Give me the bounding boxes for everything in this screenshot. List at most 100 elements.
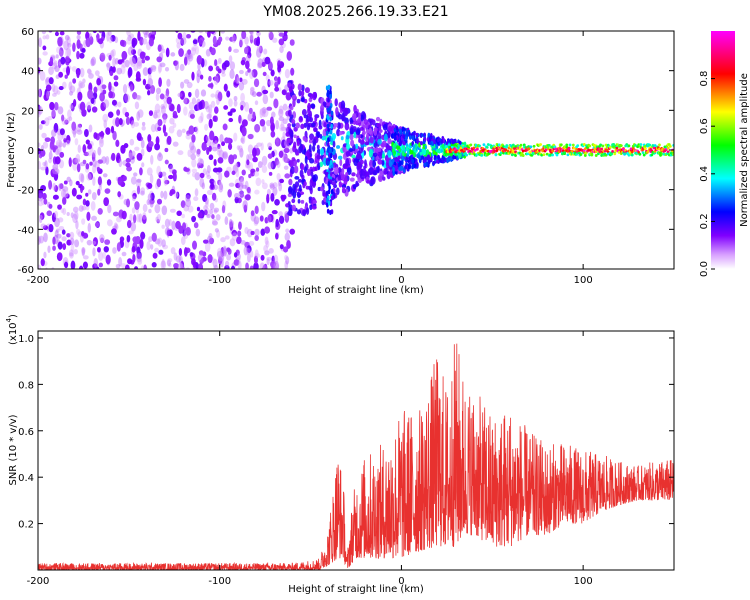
heatmap-cell xyxy=(282,154,288,163)
heatmap-cell xyxy=(141,58,146,64)
heatmap-cell xyxy=(405,131,409,137)
heatmap-cell xyxy=(316,154,321,160)
heatmap-cell xyxy=(216,97,220,106)
heatmap-cell xyxy=(87,89,94,100)
heatmap-cell xyxy=(292,98,296,108)
heatmap-cell xyxy=(196,73,200,84)
heatmap-cell xyxy=(139,36,144,46)
heatmap-cell xyxy=(76,163,81,173)
heatmap-cell xyxy=(182,228,187,237)
heatmap-cell xyxy=(149,173,154,184)
heatmap-cell xyxy=(545,152,549,156)
heatmap-cell xyxy=(412,152,416,158)
heatmap-cell xyxy=(172,122,177,128)
heatmap-cell xyxy=(229,36,235,42)
heatmap-cell xyxy=(158,62,163,73)
heatmap-cell xyxy=(148,37,154,47)
heatmap-cell xyxy=(82,159,87,165)
heatmap-cell xyxy=(203,101,209,110)
heatmap-cell xyxy=(267,142,272,149)
heatmap-cell xyxy=(218,36,223,43)
heatmap-cell xyxy=(227,189,232,198)
heatmap-cell xyxy=(379,170,384,176)
heatmap-cell xyxy=(217,146,223,153)
heatmap-cell xyxy=(120,64,126,75)
heatmap-cell xyxy=(175,255,182,263)
heatmap-cell xyxy=(668,144,672,148)
heatmap-cell xyxy=(93,132,98,139)
heatmap-cell xyxy=(92,91,98,100)
heatmap-cell xyxy=(345,157,350,167)
heatmap-cell xyxy=(244,101,250,112)
heatmap-cell xyxy=(544,148,548,152)
heatmap-cell xyxy=(247,68,251,73)
heatmap-cell xyxy=(121,210,127,220)
heatmap-cell xyxy=(251,91,257,98)
heatmap-cell xyxy=(180,260,185,269)
heatmap-cell xyxy=(405,143,409,147)
heatmap-cell xyxy=(199,177,205,188)
heatmap-cell xyxy=(368,127,373,135)
heatmap-cell xyxy=(192,39,198,45)
heatmap-cell xyxy=(185,133,192,140)
heatmap-cell xyxy=(485,145,489,149)
heatmap-cell xyxy=(522,143,526,147)
heatmap-cell xyxy=(145,83,151,90)
heatmap-cell xyxy=(242,200,248,210)
heatmap-cell xyxy=(190,31,196,33)
heatmap-cell xyxy=(40,258,45,267)
heatmap-cell xyxy=(375,155,380,161)
heatmap-cell xyxy=(82,78,86,84)
heatmap-cell xyxy=(246,253,251,263)
heatmap-cell xyxy=(243,204,248,213)
heatmap-cell xyxy=(75,180,80,186)
heatmap-cell xyxy=(94,70,100,77)
heatmap-cell xyxy=(245,71,249,77)
heatmap-cell xyxy=(643,144,647,148)
heatmap-cell xyxy=(132,254,136,263)
heatmap-cell xyxy=(261,201,266,212)
heatmap-cell xyxy=(268,31,274,39)
heatmap-cell xyxy=(311,174,316,182)
heatmap-cell xyxy=(309,116,314,123)
heatmap-cell xyxy=(113,222,118,229)
heatmap-cell xyxy=(154,103,161,114)
heatmap-cell xyxy=(136,94,142,101)
heatmap-cell xyxy=(97,176,102,186)
heatmap-cell xyxy=(278,38,285,46)
heatmap-cell xyxy=(248,173,252,179)
heatmap-cell xyxy=(82,255,89,260)
heatmap-cell xyxy=(176,103,181,114)
heatmap-cell xyxy=(126,234,131,243)
heatmap-cell xyxy=(146,167,153,176)
heatmap-cell xyxy=(198,263,204,269)
heatmap-cell xyxy=(309,153,313,157)
heatmap-cell xyxy=(639,143,643,146)
heatmap-cell xyxy=(493,145,497,149)
scale-exp: 4 xyxy=(5,317,13,322)
heatmap-cell xyxy=(294,175,300,180)
heatmap-cell xyxy=(387,131,391,139)
heatmap-cell xyxy=(92,149,97,158)
heatmap-cell xyxy=(189,109,195,115)
heatmap-cell xyxy=(63,137,67,143)
heatmap-xlabel: Height of straight line (km) xyxy=(288,285,424,296)
heatmap-cell xyxy=(185,192,191,200)
heatmap-cell xyxy=(198,39,203,47)
heatmap-cell xyxy=(144,55,150,61)
heatmap-cell xyxy=(97,246,101,253)
heatmap-cell xyxy=(128,230,134,235)
snr-xtick-label: 0 xyxy=(398,576,404,587)
heatmap-cell xyxy=(274,86,280,92)
heatmap-cell xyxy=(243,246,249,256)
heatmap-cell xyxy=(134,201,140,210)
heatmap-cell xyxy=(283,31,288,35)
heatmap-cell xyxy=(227,137,231,144)
heatmap-cell xyxy=(246,228,253,238)
heatmap-cell xyxy=(98,251,104,261)
heatmap-cell xyxy=(76,34,81,40)
heatmap-cell xyxy=(191,172,196,178)
heatmap-cell xyxy=(441,143,445,149)
heatmap-cell xyxy=(240,104,244,111)
heatmap-cell xyxy=(374,146,379,154)
